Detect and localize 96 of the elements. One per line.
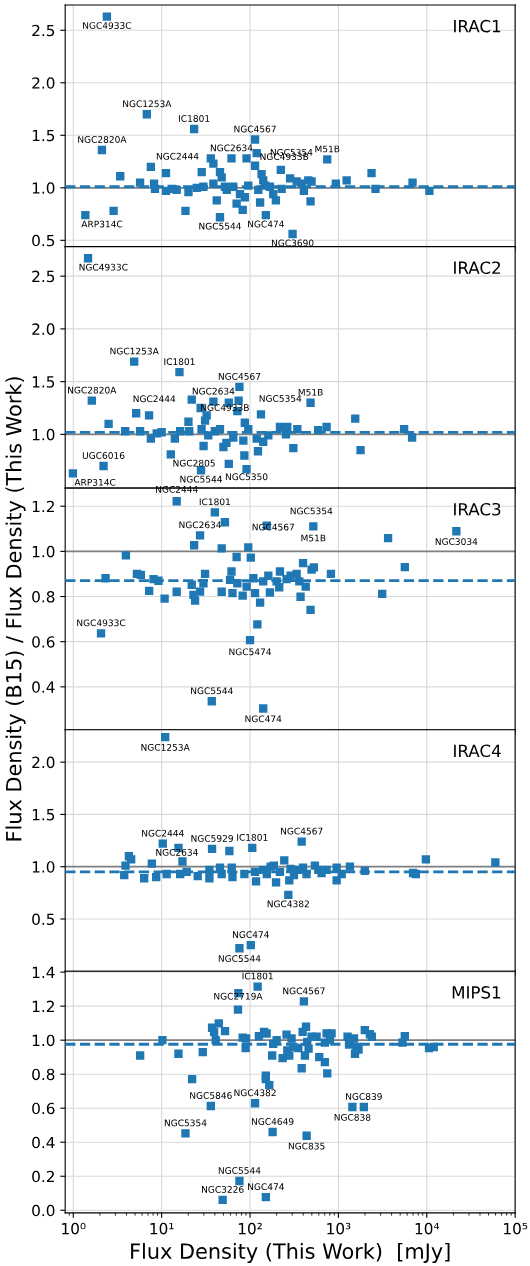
annotation: NGC2805 [173, 459, 215, 467]
annotation: NGC4567 [218, 372, 261, 380]
annotation: NGC2634 [192, 387, 235, 395]
y-tick-label: 0.8 [32, 591, 55, 603]
annotation: NGC4382 [234, 1089, 276, 1097]
y-tick-label: 1.5 [32, 809, 55, 821]
annotation: NGC3226 [202, 1185, 244, 1193]
annotation: NGC474 [245, 715, 282, 723]
y-tick-label: 1.5 [32, 129, 55, 142]
annotation: IC1801 [237, 833, 268, 841]
y-tick-label: 1.0 [32, 861, 55, 873]
annotation: IC1801 [199, 498, 230, 506]
y-tick-label: 1.2 [32, 1000, 54, 1012]
annotation: NGC4567 [234, 125, 276, 133]
annotation: M51B [301, 534, 326, 542]
annotation: NGC5544 [218, 955, 261, 962]
y-tick-label: 0.5 [32, 913, 55, 926]
x-tick-label: 10⁵ [504, 1222, 528, 1235]
annotation: NGC838 [334, 1113, 371, 1121]
annotation: NGC5350 [225, 473, 268, 481]
annotation: NGC4933C [77, 619, 126, 627]
annotation: IC1801 [242, 972, 273, 980]
annotation: NGC474 [248, 220, 284, 228]
annotation: NGC5354 [259, 395, 302, 402]
annotation: NGC5354 [164, 1119, 207, 1127]
y-tick-label: 0.2 [32, 1170, 54, 1183]
annotation: M51B [298, 388, 323, 396]
annotation: NGC474 [233, 931, 269, 939]
annotation: NGC4567 [281, 827, 323, 835]
annotation: NGC2820A [68, 386, 117, 394]
annotation: NGC2444 [133, 395, 176, 403]
annotation: NGC835 [288, 1142, 325, 1150]
text: IRAC4 [454, 744, 501, 758]
annotation: ARP314C [74, 478, 116, 486]
y-tick-label: 1.0 [32, 1034, 55, 1047]
annotation: NGC839 [346, 1093, 382, 1100]
y-tick-label: 0.6 [32, 636, 55, 648]
y-tick-label: 0.6 [32, 1102, 55, 1115]
annotation: NGC5846 [190, 1092, 232, 1099]
y-tick-label: 0.0 [32, 1204, 55, 1217]
annotation: NGC5544 [218, 1167, 261, 1174]
text: IRAC2 [454, 261, 500, 275]
annotation: NGC4933C [79, 263, 128, 271]
text: MIPS1 [452, 986, 501, 999]
annotation: NGC5929 [191, 835, 233, 842]
annotation: NGC3034 [435, 538, 478, 546]
annotation: UGC6016 [82, 452, 125, 459]
text: IRAC1 [454, 19, 501, 33]
annotation: NGC5544 [191, 687, 233, 695]
annotation: NGC1253A [141, 743, 190, 751]
annotation: IC1801 [179, 115, 210, 122]
y-tick-label: 2.5 [32, 270, 55, 283]
annotation: IC1801 [164, 358, 195, 366]
x-tick-label: 10¹ [150, 1222, 174, 1235]
annotation: NGC1253A [110, 347, 159, 355]
y-tick-label: 2.0 [32, 323, 55, 335]
y-tick-label: 1.4 [32, 966, 55, 978]
annotation: NGC2719A [214, 992, 263, 1000]
annotation: NGC4567 [283, 987, 325, 995]
y-tick-label: 1.0 [32, 545, 55, 558]
annotation: NGC2634 [210, 144, 253, 152]
y-tick-label: 1.2 [32, 500, 54, 513]
x-tick-label: 10⁰ [62, 1222, 86, 1235]
annotation: ARP314C [81, 220, 123, 228]
y-tick-label: 2.0 [32, 77, 55, 89]
annotation: M51B [315, 145, 340, 153]
y-tick-label: 0.4 [32, 681, 55, 693]
y-axis-title: Flux Density (B15) / Flux Density (This Work) [5, 377, 26, 841]
annotation: NGC2444 [142, 829, 184, 837]
x-tick-label: 10³ [327, 1222, 351, 1235]
annotation: NGC4382 [267, 900, 309, 908]
y-tick-label: 0.5 [32, 234, 55, 247]
x-tick-label: 10⁴ [415, 1222, 440, 1235]
y-tick-label: 0.8 [32, 1068, 55, 1081]
annotation: NGC5354 [290, 507, 333, 515]
y-tick-label: 2.0 [32, 756, 55, 769]
annotation: NGC2820A [78, 136, 127, 143]
y-tick-label: 1.0 [32, 428, 55, 441]
y-tick-label: 0.4 [32, 1136, 55, 1149]
y-tick-label: 1.5 [32, 376, 55, 388]
annotation: NGC4649 [251, 1118, 294, 1125]
text: IRAC3 [454, 502, 501, 516]
annotation: NGC4933C [83, 22, 132, 29]
x-axis-title: Flux Density (This Work) [mJy] [131, 1242, 450, 1264]
y-tick-label: 1.0 [32, 182, 55, 194]
annotation: NGC474 [248, 1183, 284, 1191]
annotation: NGC3690 [271, 239, 314, 247]
x-tick-label: 10² [238, 1222, 262, 1235]
annotation: NGC2634 [156, 848, 198, 856]
annotation: NGC1253A [123, 100, 172, 108]
annotation: NGC2444 [156, 152, 199, 160]
y-tick-label: 2.5 [32, 24, 55, 37]
annotation: NGC5474 [229, 648, 272, 656]
annotation: NGC5544 [199, 222, 241, 230]
annotation: NGC5544 [180, 475, 223, 483]
annotation: NGC2634 [179, 521, 222, 529]
